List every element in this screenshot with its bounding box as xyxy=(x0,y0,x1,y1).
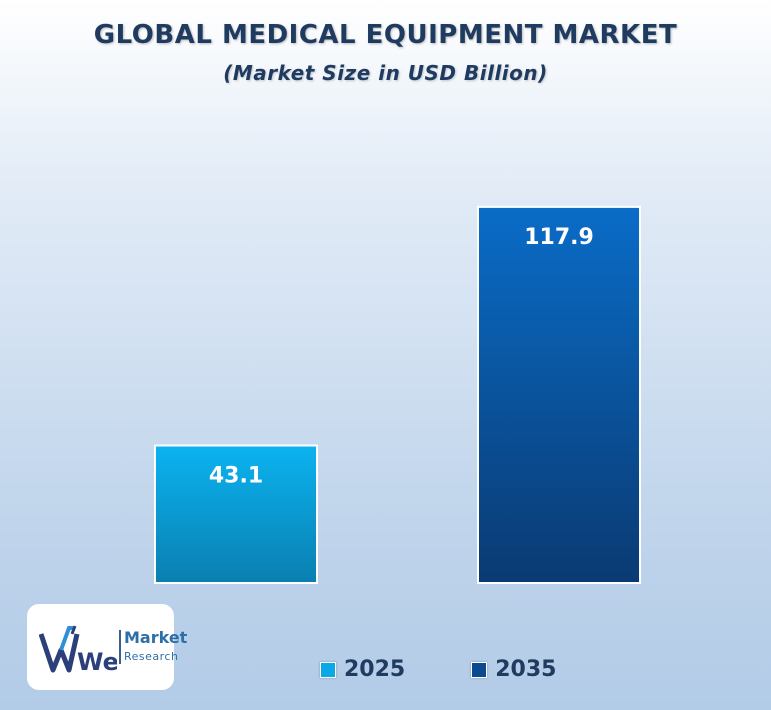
legend-swatch-2035 xyxy=(471,661,488,678)
bar-2035 xyxy=(477,205,641,585)
legend-swatch-2025 xyxy=(320,661,336,678)
logo-divider xyxy=(119,630,121,664)
legend-item-2025: 2025 xyxy=(320,657,405,682)
data-label-2035: 117.9 xyxy=(524,225,594,250)
logo-name: Market xyxy=(124,628,188,647)
legend-label-2025: 2025 xyxy=(344,657,406,682)
chart-title: GLOBAL MEDICAL EQUIPMENT MARKET xyxy=(93,20,678,50)
logo-mark-text: We xyxy=(77,648,117,676)
we-logo-icon: We xyxy=(39,625,117,676)
chart-subtitle: (Market Size in USD Billion) xyxy=(223,61,548,85)
bar-2025 xyxy=(154,444,318,584)
bar-chart: 43.1 117.9 xyxy=(154,205,641,585)
brand-logo: We Market Research xyxy=(27,604,187,690)
chart-legend: 2025 2035 xyxy=(320,657,556,682)
logo-subtitle: Research xyxy=(124,650,179,663)
data-label-2025: 43.1 xyxy=(209,464,263,489)
legend-item-2035: 2035 xyxy=(471,657,556,682)
legend-label-2035: 2035 xyxy=(495,657,557,682)
